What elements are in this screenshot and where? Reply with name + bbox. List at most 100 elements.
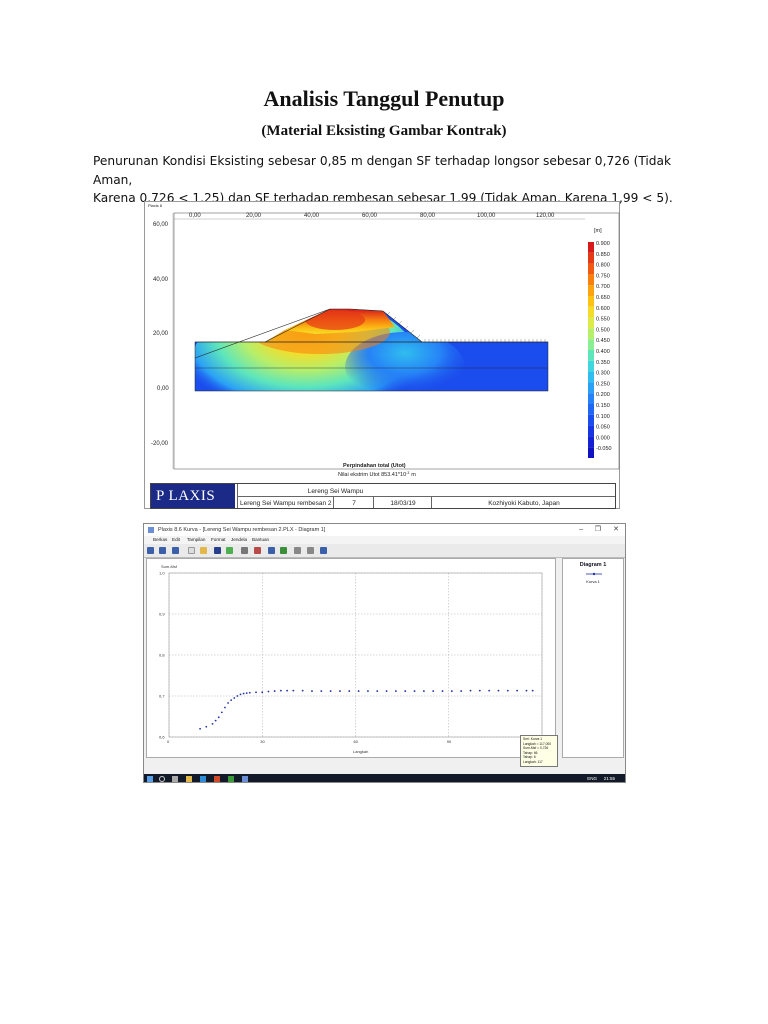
curve-point: [497, 689, 500, 692]
caption-exp: -3: [406, 471, 409, 475]
legend-value: 0.600: [596, 306, 610, 312]
app-icon[interactable]: [228, 776, 234, 782]
window-title: Plaxis 8.6 Kurva - [Lereng Sei Wampu rem…: [158, 527, 326, 533]
toolbar-icon[interactable]: [159, 547, 166, 554]
legend-value: 0.350: [596, 360, 610, 366]
curve-point: [460, 690, 463, 692]
curve-point: [224, 706, 226, 709]
print-icon[interactable]: [241, 547, 248, 554]
x-tick: 80,00: [420, 213, 436, 219]
plot-frame: [173, 212, 620, 470]
save-icon[interactable]: [214, 547, 221, 554]
close-icon[interactable]: ✕: [613, 526, 619, 533]
language-indicator[interactable]: ENG: [587, 776, 597, 781]
legend-value: 0.750: [596, 273, 610, 279]
menu-tampilan[interactable]: Tampilan: [187, 537, 206, 542]
legend-value: 0.650: [596, 295, 610, 301]
title-block: P LAXIS Lereng Sei Wampu Lereng Sei Wamp…: [150, 483, 616, 509]
curve-point: [233, 697, 236, 699]
start-icon[interactable]: [147, 776, 153, 782]
settings-icon[interactable]: [307, 547, 314, 554]
curve-point: [450, 690, 453, 692]
cut-icon[interactable]: [254, 547, 261, 554]
minimize-icon[interactable]: –: [579, 526, 583, 533]
legend-value: 0.850: [596, 252, 610, 258]
search-icon[interactable]: [159, 776, 165, 782]
app-icon[interactable]: [214, 776, 220, 782]
title-cell-author: Kozhiyoki Kabuto, Japan: [431, 496, 616, 508]
x-axis-label: Langkah: [353, 749, 368, 754]
legend-value: 0.900: [596, 241, 610, 247]
tooltip-line: Langkah = 117,000: [523, 741, 552, 746]
legend-value: 0.150: [596, 403, 610, 409]
curve-series-kurva-1: [199, 689, 534, 730]
title-cell-date: 18/03/19: [373, 496, 432, 508]
file-explorer-icon[interactable]: [186, 776, 192, 782]
curve-plot-area[interactable]: Sum-Msf Langkah 1,0 0,9 0,8 0,7 0,6 0 30 60 90 1…: [146, 558, 558, 767]
legend-swatch: [588, 382, 594, 394]
legend-swatch: [588, 360, 594, 372]
soil-displacement-contours: [194, 308, 549, 392]
toolbar-icon[interactable]: [147, 547, 154, 554]
curve-point: [267, 690, 270, 693]
menu-jendela[interactable]: Jendela: [231, 537, 248, 542]
plaxis-displacement-figure: Plaxis 8 0,00 20,00 40,00 60,00 80,00 10…: [144, 201, 620, 509]
legend-value: 0.550: [596, 317, 610, 323]
x-tick: 30: [260, 739, 265, 744]
y-tick: 0,8: [159, 653, 165, 658]
open-folder-icon[interactable]: [200, 547, 207, 554]
edge-icon[interactable]: [200, 776, 206, 782]
menu-edit[interactable]: Edit: [172, 537, 180, 542]
curve-point: [320, 690, 323, 692]
series-legend-label: Kurva 1: [586, 579, 600, 584]
toolbar-icon[interactable]: [172, 547, 179, 554]
curve-point: [199, 727, 201, 730]
curve-point: [311, 690, 313, 692]
x-tick: 100,00: [477, 213, 496, 219]
x-tick: 60,00: [362, 213, 378, 219]
menu-bantuan[interactable]: Bantuan: [252, 537, 270, 542]
curve-point: [422, 690, 425, 692]
x-tick: 90: [447, 739, 452, 744]
menu-berkas[interactable]: Berkas: [153, 537, 168, 542]
x-tick: 40,00: [304, 213, 320, 219]
project-name: Lereng Sei Wampu: [307, 488, 364, 495]
legend-swatch: [588, 414, 594, 426]
plaxis-taskbar-icon[interactable]: [242, 776, 248, 782]
curve-point: [280, 689, 282, 692]
curve-point: [367, 690, 369, 692]
figure-date: 18/03/19: [390, 500, 416, 507]
caption-value-text: Nilai ekstrim Utot 853.41*10: [338, 472, 406, 478]
restore-icon[interactable]: ❐: [594, 526, 601, 533]
curve-point: [531, 689, 534, 692]
menu-format[interactable]: Format: [211, 537, 226, 542]
legend-value: -0.050: [596, 446, 612, 452]
legend-swatch: [588, 252, 594, 264]
caption-title: Perpindahan total (Utot): [343, 463, 406, 469]
curve-point: [339, 690, 341, 692]
legend-value: 0.300: [596, 371, 610, 377]
legend-swatch: [588, 296, 594, 307]
y-tick: 1,0: [159, 571, 165, 576]
summary-line-1: Penurunan Kondisi Eksisting sebesar 0,85…: [93, 154, 672, 187]
curves-window: Plaxis 8.6 Kurva - [Lereng Sei Wampu rem…: [143, 523, 626, 783]
table-icon[interactable]: [294, 547, 301, 554]
y-tick: 0,6: [159, 735, 165, 740]
curve-point: [230, 699, 233, 701]
y-tick: 0,9: [159, 612, 165, 617]
y-tick: 0,00: [157, 386, 169, 392]
curve-y-ticks: 1,0 0,9 0,8 0,7 0,6: [159, 571, 165, 740]
legend-swatch: [588, 425, 594, 437]
legend-value: 0.050: [596, 425, 610, 431]
new-file-icon[interactable]: [188, 547, 195, 554]
curve-point: [217, 716, 220, 719]
legend-value: 0.800: [596, 263, 610, 269]
legend-swatch: [588, 317, 594, 329]
toolbar: [144, 544, 625, 558]
clock[interactable]: 21:55: [603, 776, 615, 781]
copy-icon[interactable]: [268, 547, 275, 554]
export-icon[interactable]: [226, 547, 233, 554]
task-view-icon[interactable]: [172, 776, 178, 782]
zoom-icon[interactable]: [320, 547, 327, 554]
undo-icon[interactable]: [280, 547, 287, 554]
